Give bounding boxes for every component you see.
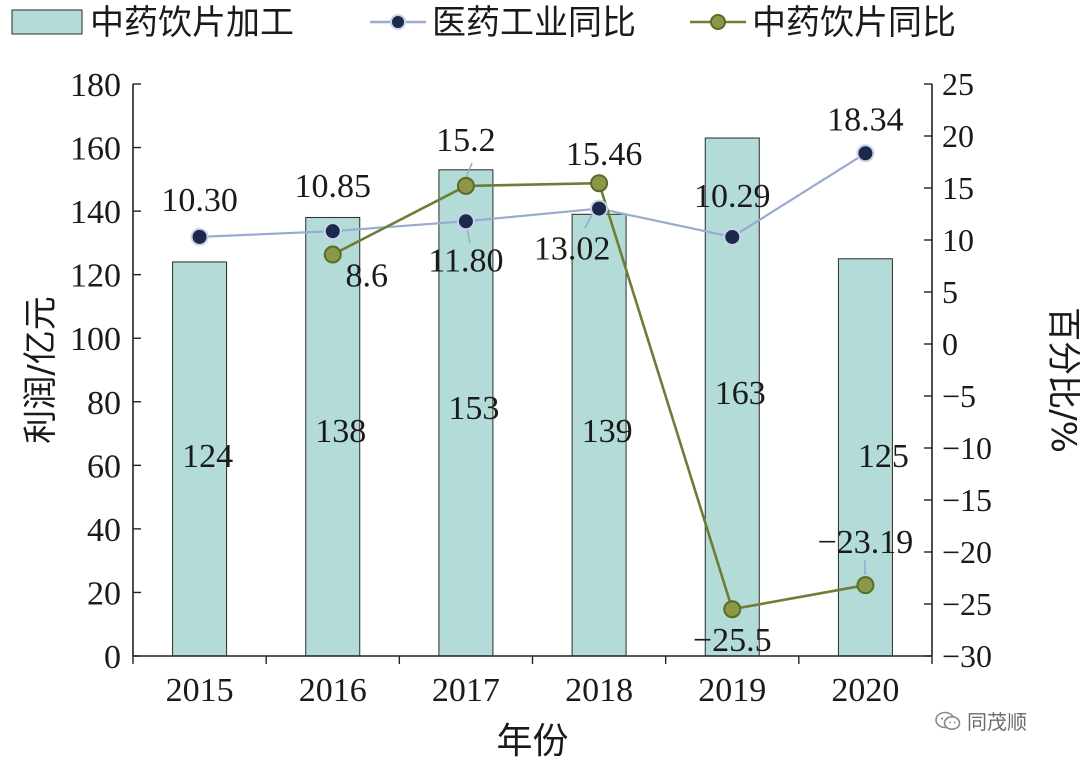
watermark-text: 同茂顺 xyxy=(967,710,1027,734)
marker-s2-2020 xyxy=(856,576,875,595)
x-tick-label-2019: 2019 xyxy=(698,672,766,709)
bar-value-label-2017: 153 xyxy=(448,390,499,427)
line2-value-label-2017: 15.2 xyxy=(436,122,496,159)
legend-label-bar: 中药饮片加工 xyxy=(90,3,294,43)
chat-bubble-icon xyxy=(935,711,961,730)
x-tick-label-2017: 2017 xyxy=(432,672,500,709)
marker-s2-2017 xyxy=(456,176,475,195)
line1-value-label-2016: 10.85 xyxy=(295,168,372,205)
y-right-axis-title: 百分比/% xyxy=(1043,307,1080,453)
legend-marker-1 xyxy=(390,14,406,30)
marker-s1-2015 xyxy=(190,227,209,246)
x-tick-label-2016: 2016 xyxy=(299,672,367,709)
y-left-tick-label: 80 xyxy=(87,385,121,422)
legend-swatch-bar xyxy=(11,9,83,35)
y-left-tick-label: 40 xyxy=(87,512,121,549)
y-left-tick-label: 100 xyxy=(70,321,121,358)
y-left-tick-label: 0 xyxy=(104,639,121,676)
marker-s1-2017 xyxy=(456,212,475,231)
bar-2018 xyxy=(571,213,627,657)
y-left-tick-label: 60 xyxy=(87,448,121,485)
x-tick-label-2015: 2015 xyxy=(166,672,234,709)
y-right-tick-label: −10 xyxy=(942,430,992,466)
marker-s1-2016 xyxy=(323,222,342,241)
x-axis-title: 年份 xyxy=(496,721,568,762)
line1-value-label-2015: 10.30 xyxy=(161,182,238,219)
line2-value-label-2019: −25.5 xyxy=(693,622,772,659)
legend-label-line-1: 医药工业同比 xyxy=(432,3,636,43)
marker-s1-2020 xyxy=(856,144,875,163)
x-tick-label-2018: 2018 xyxy=(565,672,633,709)
y-right-tick-label: −25 xyxy=(942,586,992,622)
watermark: 同茂顺 xyxy=(935,706,1027,735)
series-line-1 xyxy=(199,152,867,239)
y-left-tick-label: 140 xyxy=(70,194,121,231)
line2-value-label-2020: −23.19 xyxy=(818,524,914,561)
marker-s1-2018 xyxy=(590,199,609,218)
marker-s1-2019 xyxy=(723,227,742,246)
bar-2015 xyxy=(172,261,228,657)
marker-s2-2019 xyxy=(723,600,742,619)
y-right-tick-label: 0 xyxy=(942,326,958,362)
y-right-tick-label: −30 xyxy=(942,638,992,674)
y-right-tick-label: −15 xyxy=(942,482,992,518)
x-tick-label-2020: 2020 xyxy=(831,672,899,709)
y-right-tick-label: −20 xyxy=(942,534,992,570)
line1-value-label-2019: 10.29 xyxy=(694,178,771,215)
y-right-tick-label: 20 xyxy=(942,118,974,154)
y-right-tick-label: 5 xyxy=(942,274,958,310)
bar-value-label-2019: 163 xyxy=(715,375,766,412)
y-right-tick-label: −5 xyxy=(942,378,976,414)
y-left-tick-label: 120 xyxy=(70,258,121,295)
bar-value-label-2018: 139 xyxy=(582,413,633,450)
marker-s2-2016 xyxy=(323,245,342,264)
bar-2017 xyxy=(438,169,494,657)
y-left-tick-label: 160 xyxy=(70,131,121,168)
y-left-axis-title: 利润/亿元 xyxy=(21,296,61,443)
y-right-tick-label: 25 xyxy=(942,66,974,102)
line1-value-label-2018: 13.02 xyxy=(534,231,611,268)
bar-2016 xyxy=(305,216,361,657)
marker-s2-2018 xyxy=(590,174,609,193)
y-right-tick-label: 10 xyxy=(942,222,974,258)
bar-2019 xyxy=(704,137,760,657)
y-left-tick-label: 180 xyxy=(70,67,121,104)
y-left-tick-label: 20 xyxy=(87,575,121,612)
bar-value-label-2020: 125 xyxy=(858,438,909,475)
line1-value-label-2017: 11.80 xyxy=(428,242,503,279)
label-leader-line xyxy=(465,162,473,179)
legend-marker-2 xyxy=(710,14,726,30)
line1-value-label-2020: 18.34 xyxy=(827,101,904,138)
y-right-tick-label: 15 xyxy=(942,170,974,206)
line2-value-label-2016: 8.6 xyxy=(346,258,389,295)
legend-label-line-2: 中药饮片同比 xyxy=(752,3,956,43)
bar-value-label-2016: 138 xyxy=(315,413,366,450)
bar-value-label-2015: 124 xyxy=(182,438,233,475)
line2-value-label-2018: 15.46 xyxy=(566,136,643,173)
